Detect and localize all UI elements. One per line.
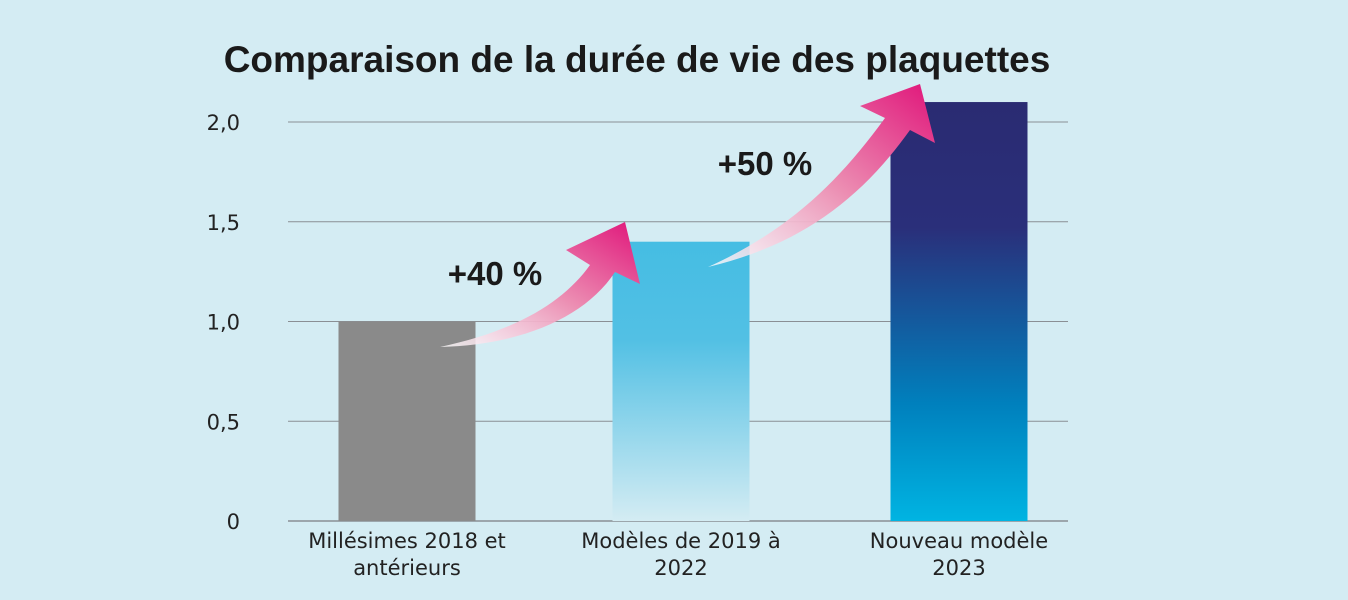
increase-arrow-1 [440, 222, 640, 347]
y-tick-label: 1,5 [207, 211, 240, 235]
bar-2 [612, 241, 750, 521]
x-category-label: Millésimes 2018 et [308, 529, 506, 553]
y-tick-label: 0,5 [207, 410, 240, 434]
y-tick-label: 0 [227, 510, 240, 534]
annotation-50: +50 % [718, 145, 813, 182]
chart-title: Comparaison de la durée de vie des plaqu… [224, 39, 1051, 80]
x-category-label: antérieurs [353, 556, 461, 580]
bar-1 [338, 321, 476, 521]
x-category-label: Nouveau modèle [870, 529, 1048, 553]
annotation-40: +40 % [448, 255, 543, 292]
x-category-label: 2022 [654, 556, 707, 580]
increase-arrow-2 [708, 84, 935, 267]
bar-3 [890, 102, 1028, 522]
y-tick-label: 2,0 [207, 111, 240, 135]
y-tick-label: 1,0 [207, 311, 240, 335]
x-category-label: Modèles de 2019 à [581, 529, 781, 553]
x-category-label: 2023 [932, 556, 985, 580]
